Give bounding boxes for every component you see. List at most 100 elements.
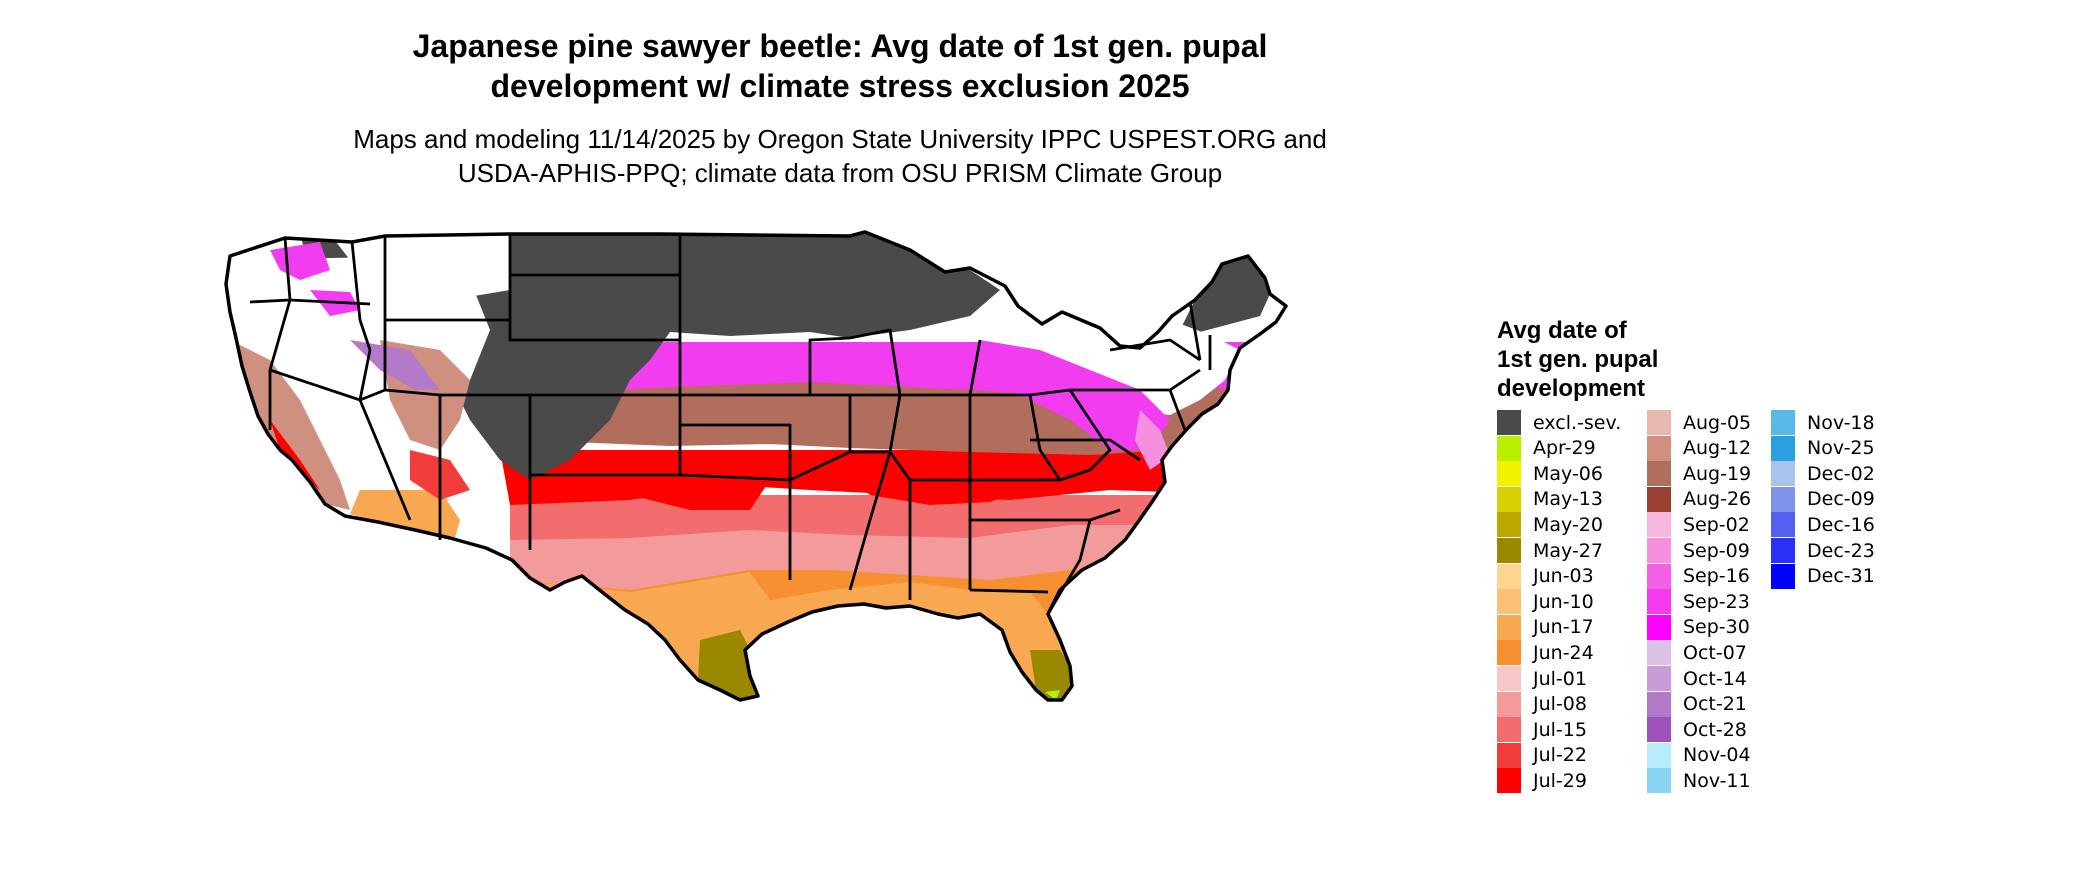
legend-swatch — [1497, 538, 1521, 563]
legend-title-line-2: 1st gen. pupal — [1497, 346, 1659, 373]
legend-title: Avg date of 1st gen. pupal development — [1497, 316, 1658, 403]
legend-swatch — [1497, 563, 1521, 589]
legend-item: Oct-21 — [1647, 691, 1747, 717]
legend-label: Nov-04 — [1683, 744, 1751, 767]
legend-swatch — [1647, 614, 1671, 640]
legend-label: Sep-16 — [1683, 565, 1750, 588]
legend-swatch — [1497, 512, 1521, 538]
state-border — [249, 298, 291, 304]
legend-label: excl.-sev. — [1533, 411, 1622, 434]
legend-item: Jul-22 — [1497, 742, 1587, 768]
legend-label: Nov-18 — [1807, 411, 1875, 434]
legend-label: Dec-09 — [1807, 488, 1875, 511]
legend-swatch — [1647, 768, 1671, 794]
legend-swatch — [1647, 435, 1671, 461]
state-border — [359, 388, 386, 402]
legend-swatch — [1497, 486, 1521, 512]
legend-item: Aug-05 — [1647, 410, 1751, 435]
state-border — [283, 237, 292, 301]
legend-label: Dec-31 — [1807, 565, 1875, 588]
state-border — [1030, 438, 1141, 462]
legend-swatch — [1771, 461, 1795, 487]
legend-label: Jul-29 — [1533, 769, 1587, 792]
legend-title-line-1: Avg date of — [1497, 317, 1627, 344]
state-border — [679, 473, 791, 482]
legend-item: May-13 — [1497, 486, 1603, 512]
state-border — [848, 451, 892, 591]
legend-label: May-13 — [1533, 488, 1603, 511]
map-title-line-2: development w/ climate stress exclusion … — [490, 68, 1190, 104]
legend-label: Jul-08 — [1533, 693, 1587, 716]
legend-label: Nov-25 — [1807, 437, 1875, 460]
legend-label: Oct-21 — [1683, 693, 1747, 716]
legend-label: May-06 — [1533, 462, 1603, 485]
legend-swatch — [1497, 614, 1521, 640]
state-border — [269, 368, 361, 402]
state-border — [788, 450, 851, 580]
legend-swatch — [1771, 538, 1795, 563]
california-jul29-region — [270, 420, 320, 490]
legend-label: Dec-02 — [1807, 462, 1875, 485]
legend-item: Sep-09 — [1647, 538, 1750, 563]
state-border — [808, 336, 851, 395]
legend-label: Oct-07 — [1683, 641, 1747, 664]
legend-swatch — [1497, 742, 1521, 768]
legend-label: Jun-03 — [1533, 565, 1594, 588]
state-border — [969, 588, 1049, 594]
legend-label: Jul-15 — [1533, 718, 1587, 741]
legend-label: Nov-11 — [1683, 769, 1751, 792]
legend-item: Jul-29 — [1497, 768, 1587, 794]
map-title-line-1: Japanese pine sawyer beetle: Avg date of… — [412, 28, 1268, 64]
legend-item: Aug-26 — [1647, 486, 1751, 512]
legend-item: Sep-30 — [1647, 614, 1750, 640]
legend-label: May-20 — [1533, 513, 1603, 536]
utah-oct-splotch — [350, 340, 440, 390]
legend-item: Jun-24 — [1497, 640, 1594, 666]
legend-swatch — [1497, 589, 1521, 615]
legend-label: Sep-30 — [1683, 616, 1750, 639]
legend-swatch — [1497, 461, 1521, 487]
legend-swatch — [1497, 640, 1521, 666]
legend-label: Jul-01 — [1533, 667, 1587, 690]
legend-item: Nov-11 — [1647, 768, 1751, 794]
excluded-region-maine — [1180, 256, 1270, 332]
state-border — [1068, 389, 1112, 471]
legend-label: Jun-10 — [1533, 590, 1594, 613]
legend-item: Jul-08 — [1497, 691, 1587, 717]
legend-label: Apr-29 — [1533, 437, 1596, 460]
state-border — [1046, 519, 1092, 615]
state-border — [1188, 301, 1202, 361]
legend-swatch — [1647, 666, 1671, 691]
legend-item: Sep-16 — [1647, 563, 1750, 589]
legend-swatch — [1647, 640, 1671, 666]
northwest-uncolored-region — [330, 234, 510, 300]
legend-label: Oct-28 — [1683, 718, 1747, 741]
legend-label: Sep-09 — [1683, 539, 1750, 562]
legend-item: May-27 — [1497, 538, 1603, 563]
legend-label: Sep-02 — [1683, 513, 1750, 536]
legend-swatch — [1647, 589, 1671, 615]
legend-item: Dec-16 — [1771, 512, 1875, 538]
legend-swatch — [1647, 512, 1671, 538]
legend-item: May-06 — [1497, 461, 1603, 487]
legend-swatch — [1771, 486, 1795, 512]
legend-swatch — [1497, 435, 1521, 461]
legend-item: Nov-25 — [1771, 435, 1875, 461]
legend-item: Dec-02 — [1771, 461, 1875, 487]
legend-label: Dec-16 — [1807, 513, 1875, 536]
state-border — [350, 241, 372, 351]
legend-swatch — [1647, 691, 1671, 717]
legend-item: Jun-17 — [1497, 614, 1594, 640]
legend-item: Nov-18 — [1771, 410, 1875, 435]
legend-item: Jul-01 — [1497, 666, 1587, 691]
legend-item: Dec-23 — [1771, 538, 1875, 563]
texas-may27-region — [698, 630, 758, 700]
legend-label: Aug-19 — [1683, 462, 1752, 485]
legend-label: Sep-23 — [1683, 590, 1750, 613]
legend-item: Dec-09 — [1771, 486, 1875, 512]
legend-swatch — [1497, 717, 1521, 743]
legend-item: excl.-sev. — [1497, 410, 1621, 435]
state-border — [289, 298, 371, 306]
legend-swatch — [1497, 768, 1521, 794]
legend-item: Nov-04 — [1647, 742, 1751, 768]
